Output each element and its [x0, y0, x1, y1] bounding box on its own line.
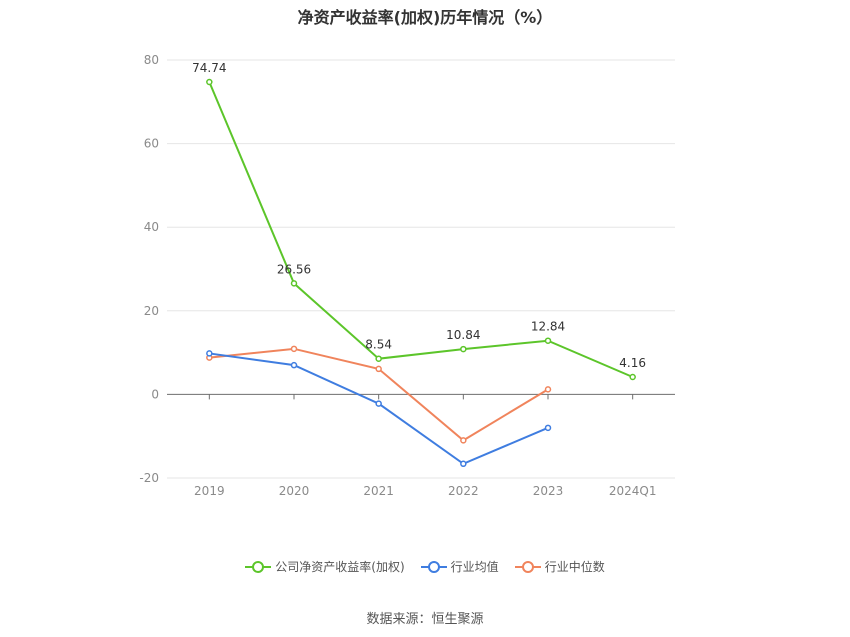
legend-label: 行业均值: [450, 560, 499, 574]
legend-item-industry-median[interactable]: 行业中位数: [514, 558, 605, 575]
data-point: [290, 280, 298, 287]
data-point: [544, 337, 552, 344]
legend-item-industry-mean[interactable]: 行业均值: [420, 558, 499, 575]
legend-marker-icon: [245, 560, 272, 573]
legend-label: 行业中位数: [544, 560, 605, 574]
data-point: [460, 460, 467, 468]
data-label: 8.54: [365, 338, 392, 352]
data-label: 4.16: [619, 356, 646, 370]
data-label: 10.84: [446, 328, 480, 342]
grid-lines: [167, 59, 675, 479]
x-tick-label: 2019: [194, 484, 225, 498]
series-lines: [206, 78, 636, 468]
data-point: [375, 355, 382, 362]
legend-item-company[interactable]: 公司净资产收益率(加权): [245, 558, 405, 575]
data-label: 26.56: [277, 262, 311, 276]
data-point: [375, 400, 382, 407]
data-source: 数据来源：恒生聚源: [366, 612, 484, 627]
data-point: [460, 437, 467, 444]
legend: 公司净资产收益率(加权) 行业均值 行业中位数: [0, 558, 850, 575]
data-point: [375, 365, 382, 373]
x-tick-label: 2023: [533, 484, 564, 498]
y-tick-label: 20: [144, 304, 159, 318]
axes: 80 60 40 20 0 -20 2019 2020 2021 2022 2023 2024Q1: [139, 53, 675, 498]
chart-title: 净资产收益率(加权)历年情况（%）: [297, 8, 553, 27]
data-point: [290, 361, 298, 369]
y-tick-label: 80: [144, 53, 159, 67]
y-tick-label: -20: [139, 471, 159, 485]
legend-label: 公司净资产收益率(加权): [275, 560, 405, 574]
data-point: [629, 373, 636, 381]
data-point: [544, 424, 552, 432]
data-point: [206, 350, 213, 357]
data-point: [290, 345, 298, 353]
data-point: [460, 345, 467, 353]
legend-marker-icon: [420, 560, 447, 573]
x-tick-label: 2022: [448, 484, 479, 498]
y-tick-label: 0: [151, 387, 159, 401]
x-tick-label: 2020: [279, 484, 310, 498]
legend-marker-icon: [514, 560, 541, 573]
series-line: [208, 81, 634, 378]
data-label: 12.84: [531, 320, 565, 334]
data-label: 74.74: [192, 61, 226, 75]
y-tick-label: 60: [144, 137, 159, 151]
data-point: [544, 386, 552, 393]
x-tick-label: 2021: [363, 484, 394, 498]
data-point: [206, 78, 213, 86]
x-tick-label: 2024Q1: [609, 484, 657, 498]
data-labels: 74.74 26.56 8.54 10.84 12.84 4.16: [192, 61, 646, 370]
y-tick-label: 40: [144, 220, 159, 234]
